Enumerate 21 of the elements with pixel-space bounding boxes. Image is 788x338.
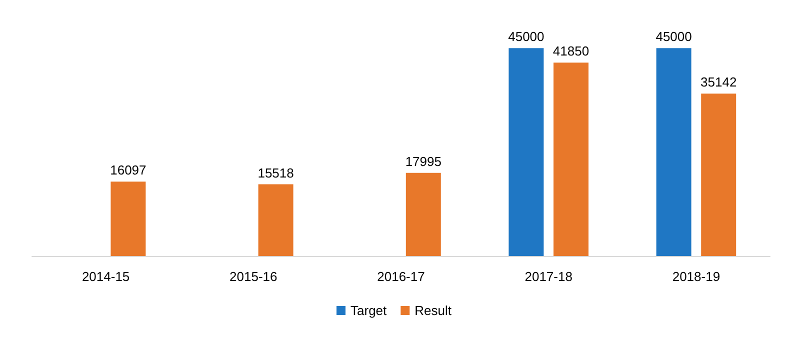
legend-label: Result: [414, 303, 452, 318]
bar: [406, 172, 441, 256]
data-label: 17995: [405, 154, 442, 169]
data-label: 15518: [258, 165, 294, 180]
legend-label: Target: [350, 303, 388, 318]
bar: [554, 62, 588, 256]
x-tick-label: 2015-16: [230, 269, 278, 284]
bar: [258, 184, 294, 256]
bar: [110, 182, 146, 256]
bar: [508, 48, 544, 256]
x-tick-label: 2018-19: [672, 269, 720, 284]
x-tick-label: 2017-18: [524, 269, 572, 284]
data-label: 45000: [656, 29, 692, 44]
x-tick-label: 2016-17: [377, 269, 425, 284]
data-label: 41850: [552, 44, 590, 59]
data-label: 45000: [508, 29, 544, 44]
bar: [701, 94, 736, 256]
bar: [656, 48, 692, 256]
data-label: 16097: [110, 162, 146, 178]
x-tick-label: 2014-15: [82, 269, 130, 284]
data-label: 35142: [700, 74, 737, 90]
